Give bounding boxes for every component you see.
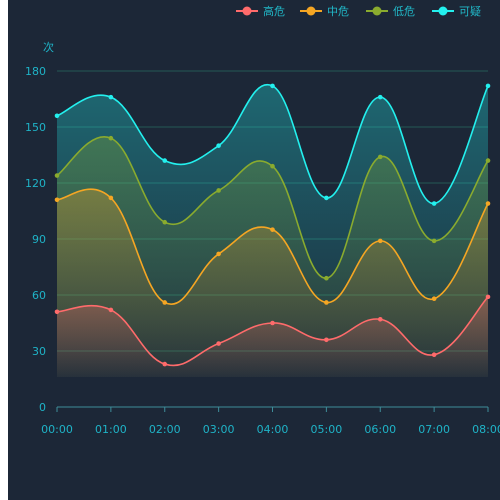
legend-item-0[interactable]: 高危 xyxy=(236,4,285,18)
x-tick-label: 05:00 xyxy=(311,423,343,436)
series-line-1 xyxy=(56,188,489,306)
line-chart: 0 30 60 90 120 150 180 00:00 01:00 02:00 03:00 04:0… xyxy=(25,4,500,436)
data-point xyxy=(108,307,114,313)
y-tick-label: 30 xyxy=(32,345,46,358)
y-tick-label: 90 xyxy=(32,233,46,246)
data-point xyxy=(162,300,168,305)
data-point xyxy=(377,154,383,160)
legend-marker xyxy=(372,6,382,16)
y-tick-label: 180 xyxy=(25,65,46,78)
data-point xyxy=(431,296,437,302)
legend-marker xyxy=(438,6,448,16)
x-tick-label: 08:00 xyxy=(472,423,500,436)
data-point xyxy=(431,352,437,358)
y-tick-label: 60 xyxy=(32,289,46,302)
x-tick-label: 04:00 xyxy=(257,423,289,436)
x-tick-label: 01:00 xyxy=(95,423,127,436)
data-point xyxy=(377,238,383,244)
legend-label: 低危 xyxy=(393,5,415,18)
legend-label: 中危 xyxy=(327,5,349,18)
data-point xyxy=(324,275,329,281)
legend-item-1[interactable]: 中危 xyxy=(300,5,349,18)
data-point xyxy=(54,173,60,178)
data-point xyxy=(270,83,275,89)
series-line-0 xyxy=(56,296,489,367)
legend-marker xyxy=(242,6,252,16)
y-tick-label: 120 xyxy=(25,177,46,190)
legend-label: 可疑 xyxy=(459,5,481,18)
data-point xyxy=(108,94,114,100)
series-line-2 xyxy=(56,135,489,280)
data-point xyxy=(324,300,329,305)
legend-label: 高危 xyxy=(263,4,285,18)
data-point xyxy=(216,188,221,193)
x-tick-label: 03:00 xyxy=(203,423,235,436)
series-area-0 xyxy=(57,296,488,377)
data-point xyxy=(485,201,491,206)
data-point xyxy=(108,195,114,201)
series-line-3 xyxy=(56,83,489,205)
y-axis-unit: 次 xyxy=(43,40,54,54)
legend-marker xyxy=(306,6,316,16)
data-point xyxy=(485,83,491,89)
data-point xyxy=(270,163,275,169)
data-point xyxy=(377,316,383,322)
x-tick-label: 07:00 xyxy=(418,423,450,436)
data-point xyxy=(216,341,221,346)
x-tick-label: 06:00 xyxy=(364,423,396,436)
data-point xyxy=(108,135,114,141)
data-point xyxy=(162,158,168,163)
data-point xyxy=(216,143,221,148)
data-point xyxy=(54,113,60,119)
data-point xyxy=(54,197,60,203)
data-point xyxy=(54,309,60,315)
data-point xyxy=(162,361,168,367)
x-tick-label: 00:00 xyxy=(41,423,73,436)
data-point xyxy=(162,219,168,225)
legend-item-2[interactable]: 低危 xyxy=(366,5,415,18)
data-point xyxy=(485,158,491,163)
data-point xyxy=(324,195,329,201)
y-tick-label: 150 xyxy=(25,121,46,134)
y-tick-label: 0 xyxy=(39,401,46,414)
chart-panel: 0 30 60 90 120 150 180 00:00 01:00 02:00 03:00 04:0… xyxy=(8,0,500,500)
data-point xyxy=(270,227,275,232)
legend-item-3[interactable]: 可疑 xyxy=(432,5,481,18)
data-point xyxy=(216,251,221,257)
data-point xyxy=(431,238,437,244)
data-point xyxy=(485,294,491,300)
data-point xyxy=(324,337,329,343)
data-point xyxy=(431,201,437,206)
data-point xyxy=(270,320,275,326)
data-point xyxy=(377,94,383,100)
x-tick-label: 02:00 xyxy=(149,423,181,436)
